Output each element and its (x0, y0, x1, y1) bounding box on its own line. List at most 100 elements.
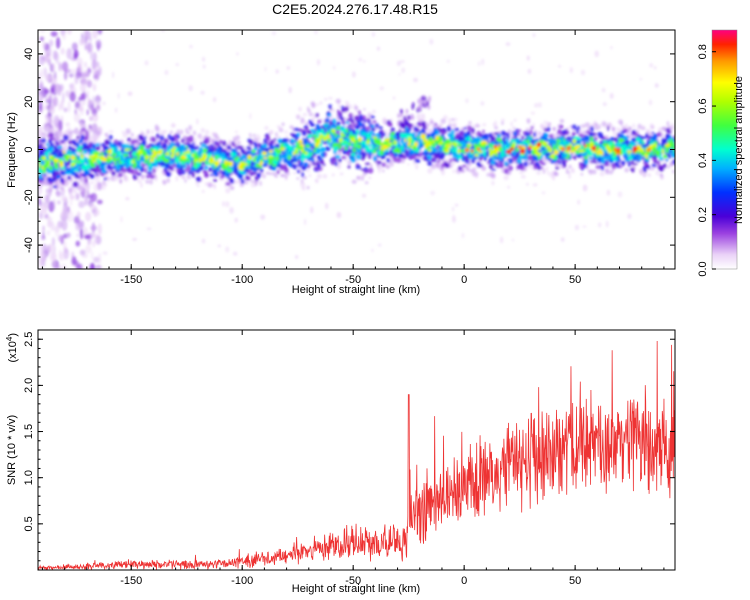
noise-speck (73, 112, 81, 123)
noise-speck (38, 211, 44, 220)
noise-speck (73, 215, 81, 224)
noise-speck (60, 263, 68, 269)
spectral-cell (658, 166, 664, 172)
spectral-cell (63, 134, 69, 141)
spectral-cell (214, 141, 220, 147)
spectral-cell (126, 137, 132, 142)
spectral-cell (60, 140, 66, 144)
spectral-cell (435, 129, 440, 136)
spectral-cell (201, 143, 207, 148)
noise-speck (61, 219, 68, 231)
spectral-cell (352, 148, 357, 153)
spectral-cell (186, 138, 192, 143)
spectral-cell (400, 159, 405, 164)
noise-speck (594, 50, 600, 58)
noise-speck (314, 30, 318, 35)
spectral-cell (117, 172, 123, 178)
spectral-cell (658, 127, 662, 131)
noise-speck (140, 182, 143, 188)
noise-speck (76, 67, 81, 73)
spectral-cell (363, 119, 367, 124)
noise-speck (51, 62, 55, 73)
spectral-cell (285, 135, 289, 138)
spectral-cell (221, 140, 227, 147)
spectral-cell (508, 158, 512, 164)
spectrogram-heatmap (38, 30, 675, 269)
spectral-cell (565, 171, 571, 174)
noise-speck (84, 195, 88, 206)
noise-speck (224, 201, 230, 208)
noise-speck (49, 184, 52, 190)
spectral-cell (60, 186, 64, 190)
spectral-cell (373, 155, 377, 162)
noise-speck (60, 99, 64, 111)
spectral-cell (578, 133, 584, 138)
spectral-cell (43, 173, 47, 177)
spectral-cell (277, 138, 283, 144)
spectral-cell (249, 135, 254, 139)
spectral-cell (409, 152, 414, 156)
spectral-cell (270, 139, 275, 144)
spectral-cell (163, 138, 169, 144)
noise-speck (465, 98, 469, 104)
spectral-cell (150, 136, 156, 142)
spectral-cell (350, 157, 356, 163)
spectral-cell (625, 139, 630, 144)
spectral-cell (577, 125, 581, 131)
noise-speck (448, 117, 451, 125)
spectral-cell (165, 165, 169, 169)
noise-speck (93, 256, 100, 263)
spectral-cell (659, 173, 663, 177)
noise-speck (461, 232, 465, 239)
noise-speck (44, 56, 49, 63)
spectral-cell (325, 118, 330, 123)
spectral-cell (589, 126, 594, 132)
noise-speck (94, 209, 100, 216)
spectral-cell (252, 133, 257, 137)
noise-speck (376, 46, 381, 51)
noise-speck (560, 237, 565, 242)
spectral-cell (82, 188, 86, 193)
spectral-cell (237, 144, 240, 150)
spectral-cell (289, 125, 294, 129)
noise-speck (78, 200, 85, 209)
noise-speck (275, 69, 279, 74)
spectral-cell (121, 168, 128, 173)
noise-speck (527, 68, 532, 74)
spectral-cell (638, 155, 643, 161)
noise-speck (75, 240, 81, 247)
spectral-cell (137, 179, 142, 184)
spectral-cell (606, 125, 610, 132)
spectral-cell (669, 161, 674, 167)
spectral-cell (584, 135, 590, 141)
spectral-cell (363, 108, 366, 111)
noise-speck (452, 169, 456, 174)
spectral-cell (103, 177, 108, 181)
spectral-cell (240, 154, 246, 160)
noise-speck (38, 54, 46, 66)
noise-speck (78, 38, 85, 46)
spectral-cell (124, 163, 129, 169)
spectral-cell (248, 139, 254, 146)
noise-speck (53, 70, 57, 80)
noise-speck (52, 50, 58, 61)
spectral-cell (261, 143, 267, 148)
spectral-cell (217, 167, 220, 172)
noise-speck (84, 61, 88, 68)
spectral-cell (661, 137, 666, 144)
noise-speck (212, 96, 217, 103)
spectral-cell (503, 175, 509, 181)
spectral-cell (185, 127, 189, 133)
spectral-cell (159, 134, 165, 141)
noise-speck (264, 66, 267, 72)
spectral-cell (415, 163, 419, 170)
noise-speck (42, 204, 48, 215)
spectral-cell (372, 109, 376, 114)
spectral-cell (269, 130, 274, 135)
spectral-cell (93, 134, 99, 140)
noise-speck (649, 63, 654, 68)
spectral-cell (592, 169, 597, 175)
spectral-cell (254, 175, 259, 182)
spectral-cell (293, 157, 297, 162)
spectral-cell (293, 127, 299, 132)
